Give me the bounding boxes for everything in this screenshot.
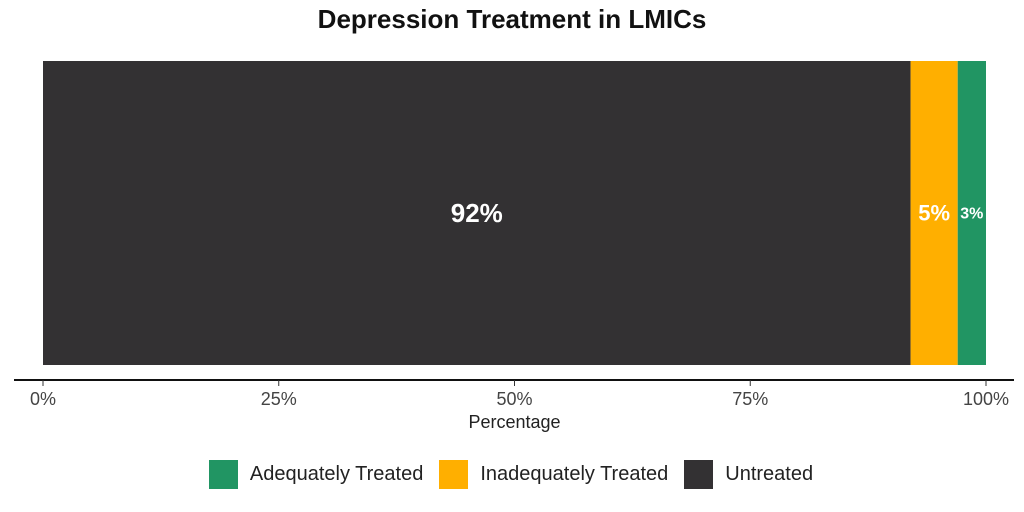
chart-title: Depression Treatment in LMICs <box>317 4 707 34</box>
x-tick-label: 100% <box>963 389 1009 409</box>
legend-swatch <box>439 460 469 489</box>
legend-label: Untreated <box>725 463 814 485</box>
legend-swatch <box>208 460 238 489</box>
x-tick-label: 75% <box>732 389 768 409</box>
data-label-untreated: 92% <box>451 198 503 228</box>
data-label-adequately-treated: 3% <box>960 206 983 223</box>
bar-segment-inadequately-treated <box>910 61 958 365</box>
bar-segment-adequately-treated <box>957 61 986 365</box>
legend-item-inadequately-treated: Inadequately Treated <box>439 460 668 489</box>
x-axis-ticks: 0% 25% 50% 75% 100% <box>30 380 1009 409</box>
legend-item-adequately-treated: Adequately Treated <box>208 460 424 489</box>
x-axis-title: Percentage <box>468 412 560 432</box>
x-tick-label: 0% <box>30 389 56 409</box>
legend: Adequately Treated Inadequately Treated Un… <box>0 460 1024 489</box>
bar-label-group: 92% 5% 3% <box>451 198 984 228</box>
data-label-inadequately-treated: 5% <box>918 201 950 226</box>
legend-swatch <box>684 460 714 489</box>
legend-label: Adequately Treated <box>249 463 424 485</box>
bar-segment-untreated <box>43 61 911 365</box>
x-tick-label: 25% <box>261 389 297 409</box>
legend-item-untreated: Untreated <box>684 460 813 489</box>
bar-group <box>43 61 986 365</box>
legend-label: Inadequately Treated <box>480 463 669 485</box>
x-tick-label: 50% <box>496 389 532 409</box>
